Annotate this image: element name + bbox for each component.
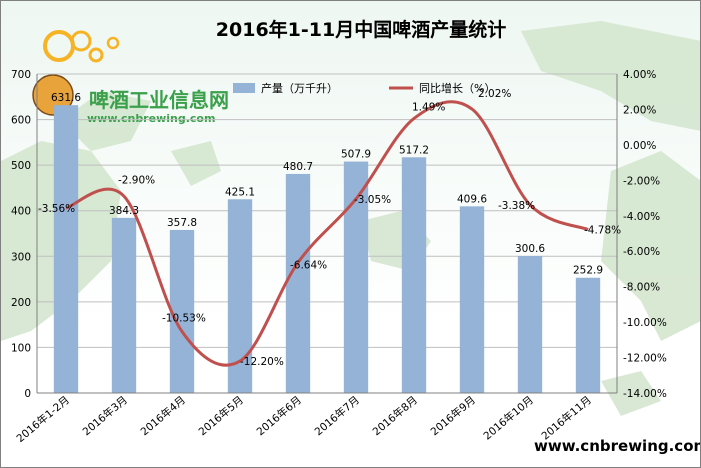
footer-url: www.cnbrewing.com [534, 437, 700, 455]
chart-title: 2016年1-11月中国啤酒产量统计 [216, 18, 506, 41]
y-right-tick-label: -10.00% [623, 317, 667, 329]
bar [53, 105, 79, 393]
y-right-tick-label: 2.00% [623, 104, 656, 116]
y-left-tick-label: 600 [11, 115, 31, 127]
x-tick-label: 2016年6月 [254, 393, 304, 438]
bar-value-label: 384.3 [109, 205, 139, 217]
y-left-tick-label: 700 [11, 69, 31, 81]
bar [401, 157, 427, 393]
y-right-tick-label: 4.00% [623, 69, 656, 81]
logo-circle-large [43, 30, 75, 62]
legend: 产量（万千升） 同比增长（%） [233, 81, 495, 95]
y-right-tick-label: -12.00% [623, 353, 667, 365]
line-value-label: -12.20% [240, 356, 284, 368]
axes [36, 74, 618, 394]
bar-value-label: 252.9 [573, 265, 603, 277]
line-value-label: -2.90% [118, 174, 155, 186]
x-tick-label: 2016年3月 [80, 393, 130, 438]
bar-value-label: 300.6 [515, 243, 545, 255]
bar [169, 229, 195, 393]
logo-circle-medium [70, 30, 92, 52]
logo-url-text: www.cnbrewing.com [87, 112, 215, 125]
logo-globe [32, 74, 74, 116]
line-value-label: -3.05% [354, 194, 391, 206]
x-tick-label: 2016年10月 [481, 393, 536, 442]
line-value-label: -4.78% [584, 225, 621, 237]
line-value-label: -3.56% [38, 203, 75, 215]
bar-value-label: 425.1 [225, 186, 255, 198]
line-value-label: -3.38% [498, 200, 535, 212]
y-left-tick-label: 500 [11, 160, 31, 172]
bar [285, 173, 311, 393]
line-value-label: 1.49% [412, 101, 445, 113]
logo-circle-small [88, 47, 104, 63]
line-value-label: -10.53% [162, 313, 206, 325]
bar [459, 206, 485, 393]
y-left-tick-label: 400 [11, 206, 31, 218]
y-right-tick-label: 0.00% [623, 140, 656, 152]
logo-watermark: 啤酒工业信息网 www.cnbrewing.com [32, 30, 229, 125]
y-right-tick-labels: -14.00% -12.00% -10.00% -8.00% -6.00% -4.00% -… [623, 69, 667, 400]
logo-brand-text: 啤酒工业信息网 [89, 88, 229, 112]
bar-value-label: 409.6 [457, 193, 487, 205]
legend-bar-label: 产量（万千升） [261, 81, 338, 95]
line-value-label: -6.64% [290, 260, 327, 272]
legend-bar-swatch [233, 83, 255, 93]
x-tick-labels: 2016年1-2月 2016年3月 2016年4月 2016年5月 2016年6月 201… [14, 393, 594, 445]
map-background [1, 21, 700, 416]
y-left-tick-labels: 0 100 200 300 400 500 600 700 [11, 69, 31, 400]
data-labels: 631.6 384.3 357.8 425.1 480.7 507.9 517.2 409.6… [38, 88, 621, 368]
bar-value-label: 631.6 [51, 92, 81, 104]
x-tick-label: 2016年1-2月 [14, 393, 72, 445]
x-tick-label: 2016年4月 [138, 393, 188, 438]
logo-circle-tiny [106, 36, 120, 50]
x-tick-label: 2016年8月 [370, 393, 420, 438]
x-tick-label: 2016年5月 [196, 393, 246, 438]
bar-value-label: 517.2 [399, 144, 429, 156]
bar-value-label: 507.9 [341, 149, 371, 161]
y-right-tick-label: -6.00% [623, 246, 660, 258]
y-left-tick-label: 0 [24, 388, 31, 400]
growth-line [65, 100, 589, 367]
line-value-label: 2.02% [478, 88, 511, 100]
x-tick-label: 2016年11月 [539, 393, 594, 442]
bar [111, 217, 137, 393]
y-right-tick-label: -14.00% [623, 388, 667, 400]
y-right-tick-label: -8.00% [623, 282, 660, 294]
bar-series [53, 105, 601, 393]
y-right-tick-label: -2.00% [623, 175, 660, 187]
y-right-tick-label: -4.00% [623, 211, 660, 223]
bar-value-label: 480.7 [283, 161, 313, 173]
bar-value-label: 357.8 [167, 217, 197, 229]
bar [517, 256, 543, 393]
x-tick-label: 2016年9月 [428, 393, 478, 438]
line-series [65, 100, 589, 367]
legend-line-label: 同比增长（%） [419, 81, 495, 95]
y-left-tick-label: 300 [11, 251, 31, 263]
y-left-tick-label: 100 [11, 342, 31, 354]
bar [575, 277, 601, 393]
y-left-tick-label: 200 [11, 297, 31, 309]
x-tick-label: 2016年7月 [312, 393, 362, 438]
